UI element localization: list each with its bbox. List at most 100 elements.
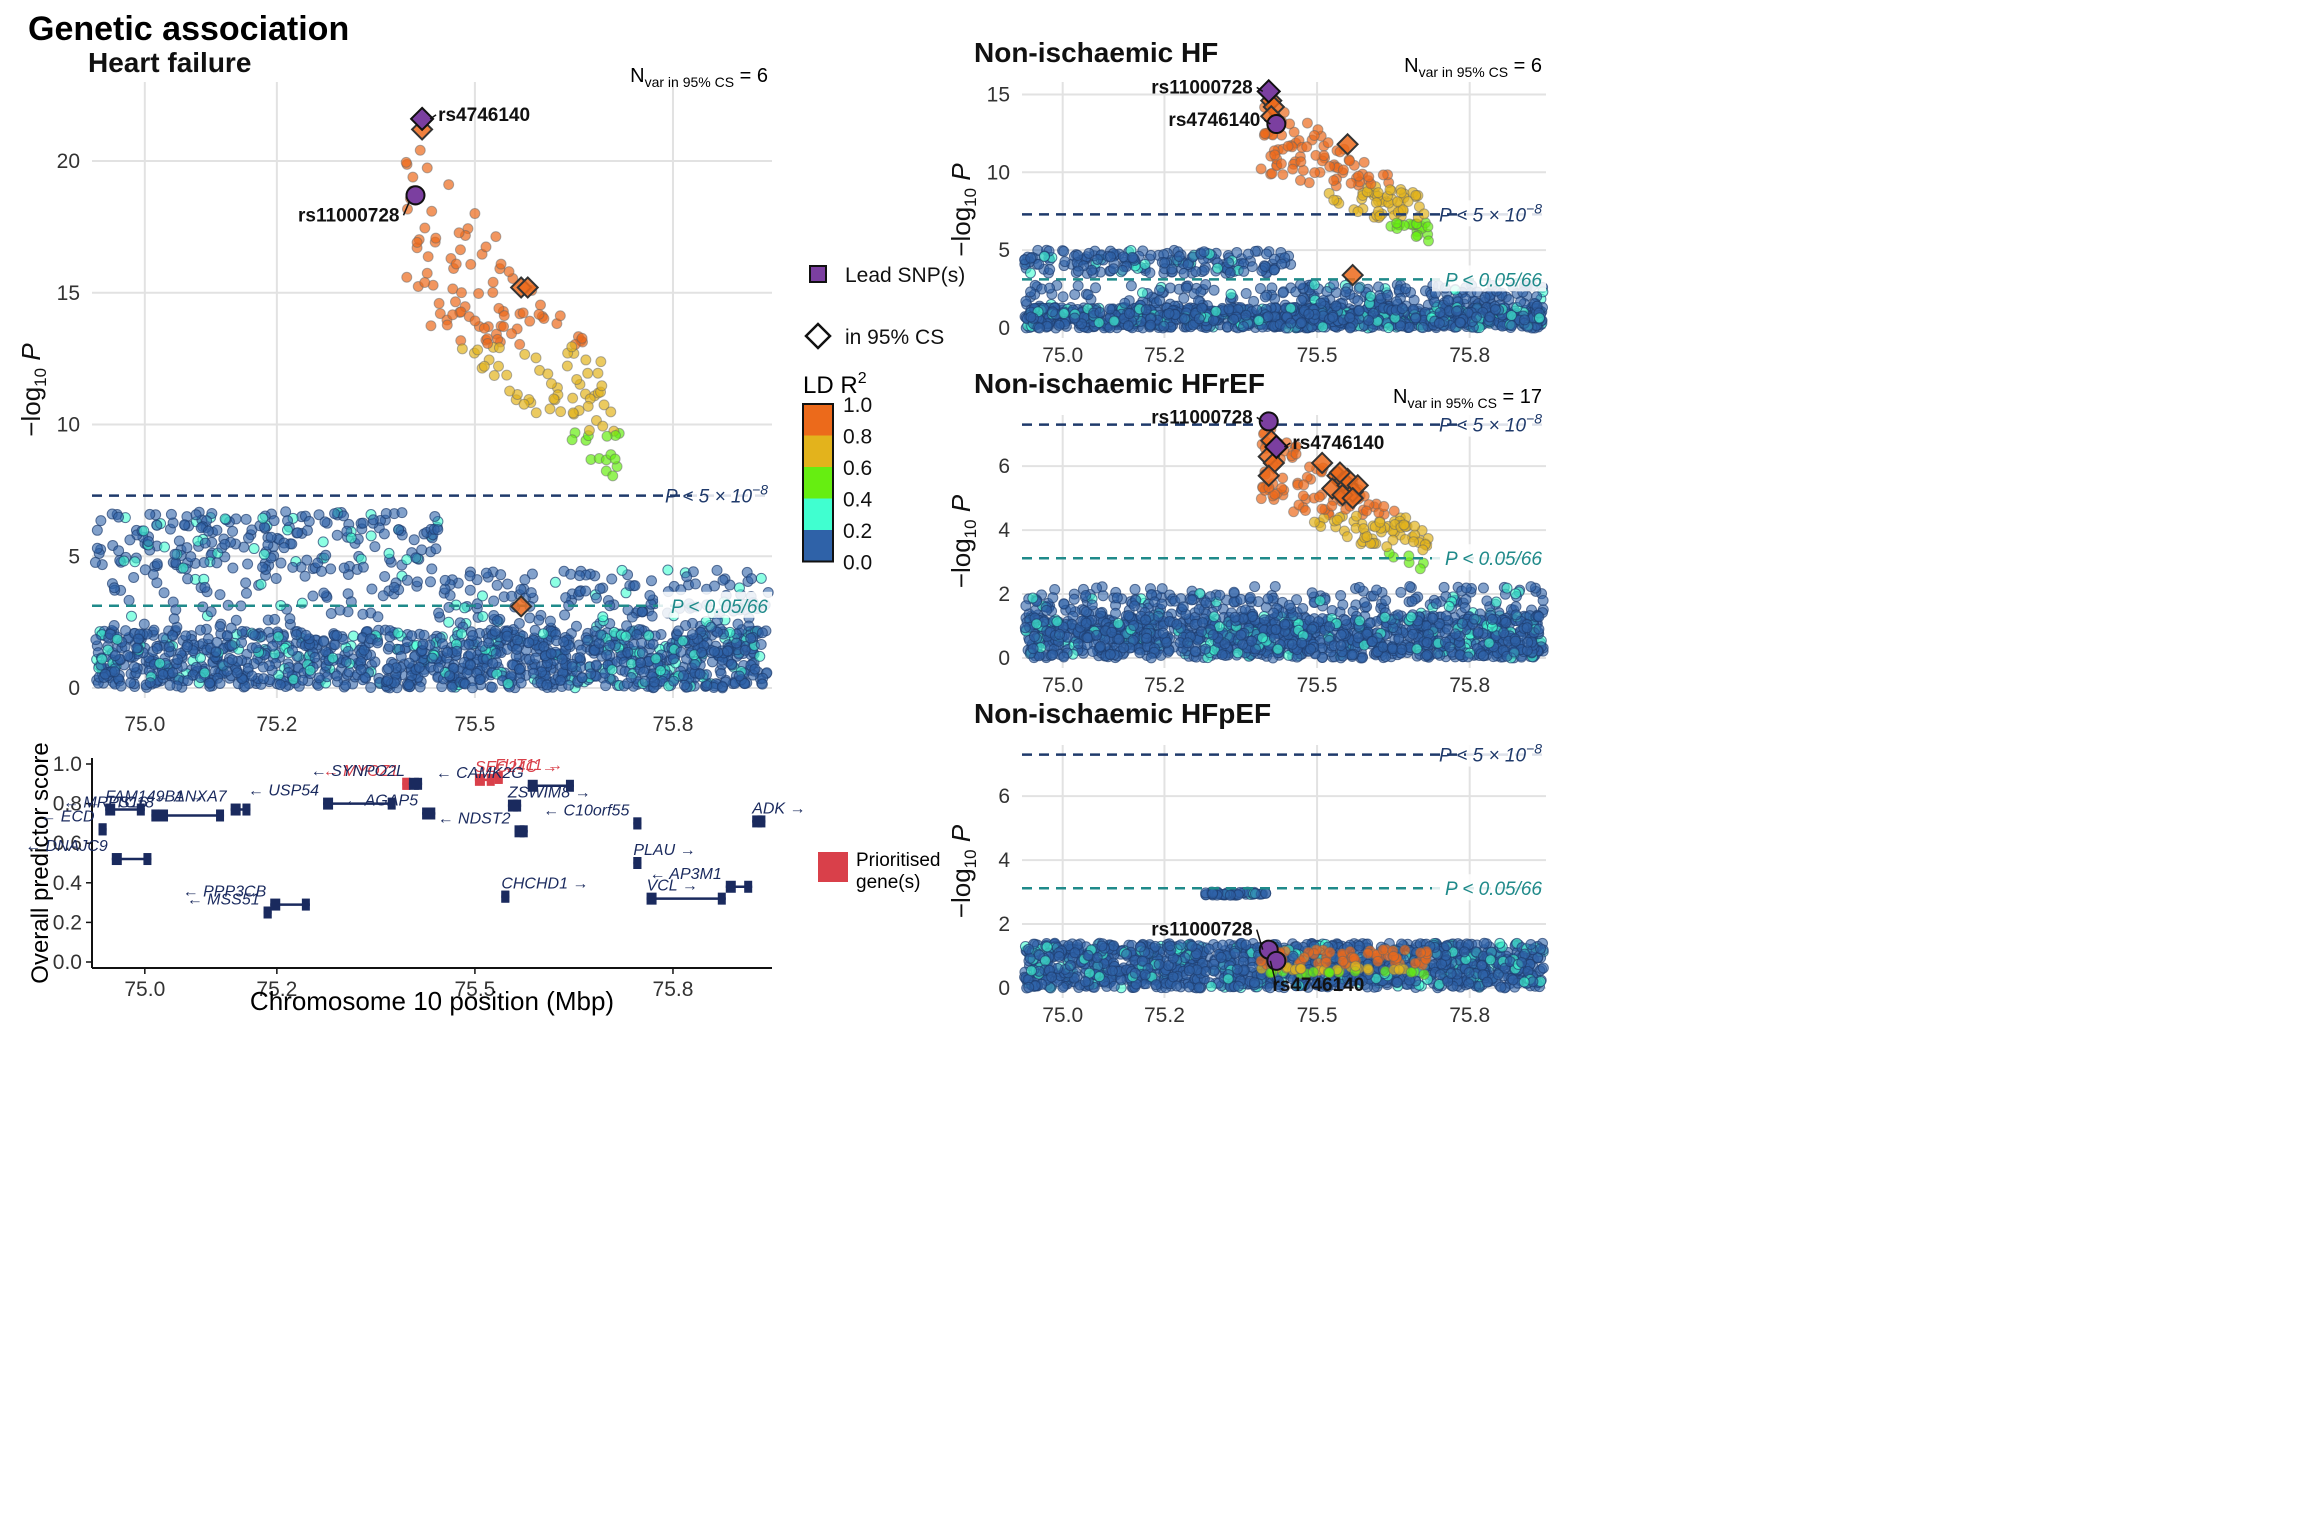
snp-point	[247, 629, 259, 641]
snp-point	[325, 563, 337, 575]
snp-point	[138, 525, 150, 537]
snp-point	[1443, 600, 1455, 612]
panel-title: Non-ischaemic HFrEF	[974, 368, 1265, 399]
snp-point-signal	[422, 251, 434, 263]
snp-point	[204, 677, 216, 689]
snp-point-signal	[530, 407, 542, 419]
x-tick-label: 75.2	[1144, 344, 1185, 367]
snp-point	[524, 612, 536, 624]
snp-point	[601, 649, 613, 661]
snp-point	[168, 613, 180, 625]
snp-point	[639, 676, 651, 688]
snp-point	[270, 572, 282, 584]
snp-point	[466, 682, 478, 694]
snp-point	[413, 661, 425, 673]
snp-point	[1020, 295, 1032, 307]
snp-point	[122, 650, 134, 662]
snp-point	[515, 677, 527, 689]
snp-point	[132, 633, 144, 645]
snp-point	[1451, 305, 1463, 317]
snp-point	[138, 618, 150, 630]
snp-point	[157, 668, 169, 680]
snp-point	[255, 578, 267, 590]
snp-point	[338, 562, 350, 574]
snp-point	[600, 680, 612, 692]
snp-point-signal	[517, 307, 529, 319]
snp-point	[1303, 308, 1315, 320]
snp-point-signal	[580, 354, 592, 366]
snp-point	[416, 544, 428, 556]
snp-point	[650, 653, 662, 665]
snp-point	[620, 630, 632, 642]
snp-point	[180, 630, 192, 642]
snp-point	[1144, 319, 1156, 331]
snp-point	[580, 585, 592, 597]
snp-point	[1477, 582, 1489, 594]
snp-point-signal	[419, 222, 431, 234]
snp-point-signal	[501, 369, 513, 381]
snp-point-signal	[1322, 137, 1334, 149]
snp-point	[1327, 311, 1339, 323]
snp-point	[1354, 615, 1366, 627]
snp-point	[158, 587, 170, 599]
snp-point-signal	[1277, 169, 1289, 181]
snp-point-signal	[1308, 130, 1320, 142]
snp-point	[1145, 249, 1157, 261]
snp-point	[646, 610, 658, 622]
nvar-label: Nvar in 95% CS = 17	[1393, 386, 1542, 411]
snp-point-signal	[582, 400, 594, 412]
snp-point-signal	[548, 393, 560, 405]
snp-point	[202, 525, 214, 537]
snp-point	[366, 583, 378, 595]
snp-point	[1533, 312, 1545, 324]
snp-point-signal	[1282, 140, 1294, 152]
snp-point	[1269, 580, 1281, 592]
snp-point	[563, 679, 575, 691]
snp-point-signal	[595, 356, 607, 368]
snp-point	[749, 663, 761, 675]
snp-point-signal	[493, 342, 505, 354]
snp-point	[755, 638, 767, 650]
snp-point	[636, 606, 648, 618]
snp-point	[1117, 251, 1129, 263]
snp-point	[1249, 581, 1261, 593]
snp-point	[464, 584, 476, 596]
snp-point-signal	[1295, 156, 1307, 168]
y-tick-label: 0	[998, 317, 1010, 340]
snp-point	[131, 642, 143, 654]
snp-point	[1212, 262, 1224, 274]
snp-point	[418, 629, 430, 641]
snp-point	[282, 515, 294, 527]
snp-point	[502, 678, 514, 690]
snp-point	[570, 620, 582, 632]
snp-point	[372, 611, 384, 623]
snp-point-signal	[472, 344, 484, 356]
snp-point-signal	[482, 338, 494, 350]
snp-point	[756, 678, 768, 690]
snp-point-signal	[534, 299, 546, 311]
snp-point	[278, 542, 290, 554]
snp-point	[1404, 580, 1416, 592]
snp-point	[167, 667, 179, 679]
snp-point	[1421, 637, 1433, 649]
snp-point	[1251, 304, 1263, 316]
snp-point	[195, 652, 207, 664]
snp-point	[225, 622, 237, 634]
snp-point	[181, 641, 193, 653]
snp-point	[240, 587, 252, 599]
snp-point-signal	[1372, 187, 1384, 199]
snp-point	[109, 666, 121, 678]
snp-point	[1173, 250, 1185, 262]
snp-point	[1295, 317, 1307, 329]
snp-point	[1105, 251, 1117, 263]
snp-point	[91, 524, 103, 536]
snp-point-signal	[456, 343, 468, 355]
snp-point	[1119, 297, 1131, 309]
snp-point-signal	[597, 420, 609, 432]
snp-point	[754, 650, 766, 662]
snp-point	[672, 625, 684, 637]
snp-point	[403, 657, 415, 669]
snp-point	[648, 676, 660, 688]
panel-1: Heart failure Nvar in 95% CS = 6051015207…	[16, 47, 774, 736]
snp-point	[1283, 599, 1295, 611]
